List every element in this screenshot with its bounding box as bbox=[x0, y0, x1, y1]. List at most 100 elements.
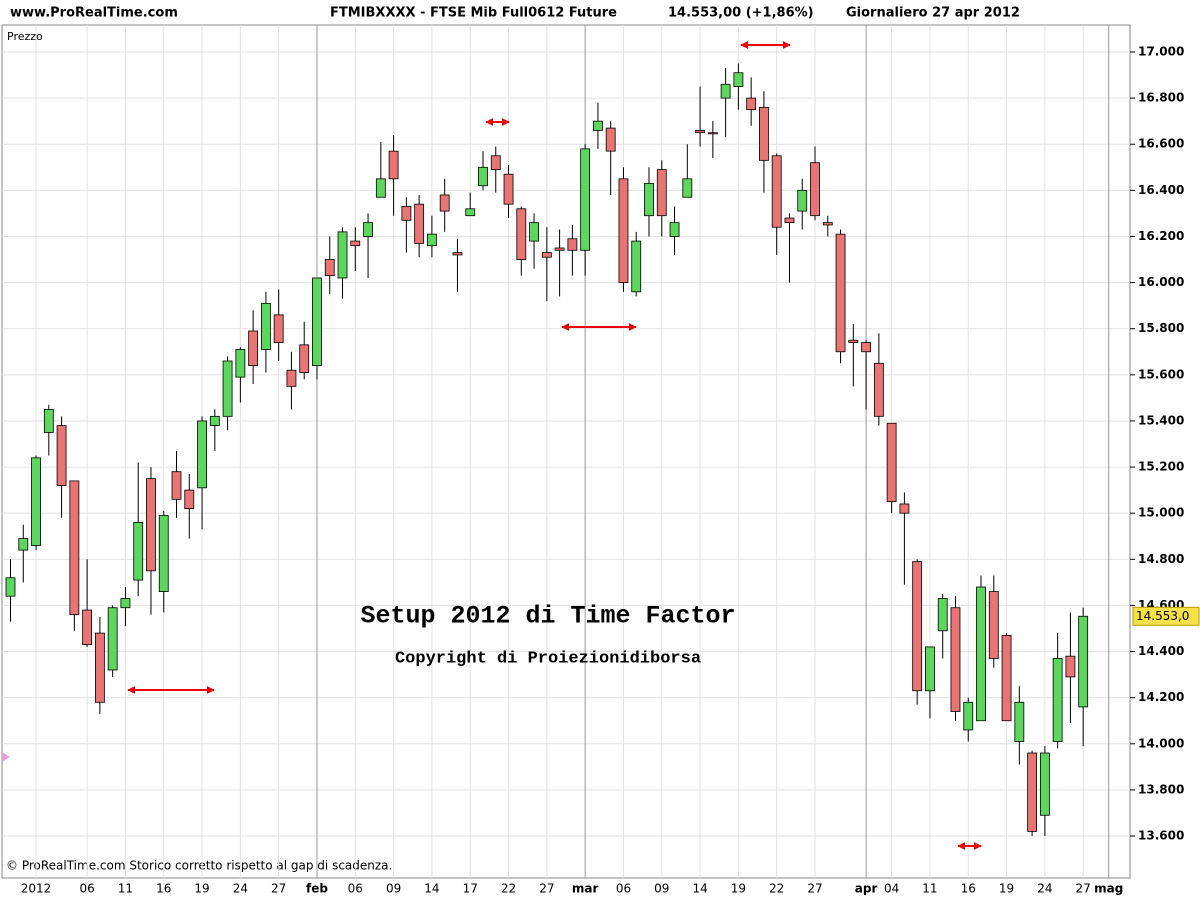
x-tick-label: 04 bbox=[884, 882, 899, 896]
last-price-label: 14.553,0 bbox=[1136, 609, 1189, 623]
candle-body bbox=[299, 344, 310, 373]
plot-area bbox=[1, 24, 1131, 879]
x-tick-label: 19 bbox=[194, 882, 209, 896]
x-tick-label: 16 bbox=[156, 882, 171, 896]
candle-body bbox=[695, 129, 705, 134]
x-tick-label: 06 bbox=[348, 882, 363, 896]
site-label: www.ProRealTime.com bbox=[10, 6, 178, 21]
candle-body bbox=[873, 362, 884, 417]
x-tick-label: 09 bbox=[386, 882, 401, 896]
last-price-box bbox=[1132, 606, 1200, 626]
x-tick-label: 27 bbox=[539, 882, 554, 896]
x-tick-label: 24 bbox=[233, 882, 248, 896]
candle-body bbox=[886, 422, 897, 503]
y-tick-label: 16.800 bbox=[1138, 91, 1184, 105]
x-tick-label: 27 bbox=[1076, 882, 1091, 896]
footer: © ProRealTime.com Storico corretto rispe… bbox=[6, 859, 392, 873]
candle-body bbox=[120, 598, 131, 609]
candle-body bbox=[976, 586, 986, 722]
candle-body bbox=[746, 97, 757, 111]
candle-body bbox=[490, 155, 501, 170]
y-tick-label: 13.600 bbox=[1138, 829, 1184, 843]
candle-body bbox=[618, 178, 629, 283]
candle-body bbox=[401, 206, 412, 221]
candle-body bbox=[184, 489, 195, 509]
candle-body bbox=[707, 132, 718, 135]
annotation-title: Setup 2012 di Time Factor bbox=[360, 602, 735, 631]
x-tick-label: 14 bbox=[692, 882, 707, 896]
candle-body bbox=[1052, 658, 1063, 742]
y-tick-label: 15.200 bbox=[1138, 460, 1184, 474]
candle-body bbox=[133, 522, 144, 581]
candle-body bbox=[810, 162, 820, 217]
candle-body bbox=[503, 173, 514, 205]
candle-body bbox=[861, 342, 871, 353]
x-tick-label: 17 bbox=[463, 882, 478, 896]
candle-body bbox=[337, 231, 348, 279]
candle-body bbox=[222, 360, 233, 417]
candle-body bbox=[720, 83, 731, 99]
candle-body bbox=[414, 203, 425, 244]
annotation-subtitle: Copyright di Proiezionidiborsa bbox=[395, 649, 701, 668]
y-tick-label: 13.800 bbox=[1138, 782, 1184, 796]
y-tick-label: 15.600 bbox=[1138, 367, 1184, 381]
y-tick-label: 15.400 bbox=[1138, 413, 1184, 427]
x-tick-label: 14 bbox=[424, 882, 439, 896]
candle-body bbox=[988, 591, 999, 659]
candle-body bbox=[554, 247, 565, 251]
y-tick-label: 16.200 bbox=[1138, 229, 1184, 243]
y-tick-label: 14.000 bbox=[1138, 736, 1184, 750]
x-tick-label: 22 bbox=[769, 882, 784, 896]
candle-body bbox=[350, 240, 361, 247]
candle-body bbox=[631, 240, 642, 293]
candle-body bbox=[567, 238, 578, 251]
x-tick-label: mag bbox=[1094, 882, 1123, 896]
candle-body bbox=[248, 330, 259, 367]
candle-body bbox=[439, 194, 450, 212]
candle-body bbox=[733, 72, 744, 87]
x-tick-label: mar bbox=[572, 882, 599, 896]
x-tick-label: feb bbox=[306, 882, 328, 896]
candle-body bbox=[324, 259, 335, 277]
candles bbox=[5, 63, 1089, 837]
candle-body bbox=[899, 503, 910, 514]
candle-body bbox=[197, 420, 207, 489]
x-tick-label: 2012 bbox=[21, 882, 52, 896]
x-tick-label: 16 bbox=[961, 882, 976, 896]
x-tick-label: 24 bbox=[1037, 882, 1052, 896]
candle-body bbox=[18, 538, 29, 551]
candle-body bbox=[69, 480, 80, 616]
candle-body bbox=[235, 349, 246, 378]
y-tick-label: 17.000 bbox=[1138, 44, 1184, 58]
y-tick-label: 16.600 bbox=[1138, 137, 1184, 151]
candle-body bbox=[209, 415, 220, 426]
candle-body bbox=[1065, 655, 1076, 678]
candle-body bbox=[950, 607, 961, 712]
candle-body bbox=[427, 233, 437, 247]
last-quote: 14.553,00 (+1,86%) bbox=[668, 6, 814, 21]
x-tick-label: 09 bbox=[654, 882, 669, 896]
candle-body bbox=[541, 252, 552, 258]
candle-body bbox=[158, 515, 169, 592]
candle-body bbox=[171, 471, 182, 500]
candle-body bbox=[31, 457, 41, 546]
y-tick-label: 15.800 bbox=[1138, 321, 1184, 335]
candle-body bbox=[784, 217, 795, 224]
candle-body bbox=[312, 277, 322, 367]
candle-body bbox=[107, 607, 118, 671]
candle-body bbox=[605, 127, 616, 152]
candle-body bbox=[375, 178, 386, 198]
candle-body bbox=[478, 166, 488, 187]
x-tick-label: 06 bbox=[79, 882, 94, 896]
candle-body bbox=[1039, 752, 1050, 816]
candle-body bbox=[925, 646, 935, 692]
candle-body bbox=[146, 478, 156, 572]
marker bbox=[2, 752, 10, 762]
candle-body bbox=[835, 233, 846, 353]
candle-body bbox=[593, 120, 603, 131]
candle-body bbox=[5, 577, 16, 597]
candle-body bbox=[1078, 615, 1089, 708]
candle-body bbox=[682, 178, 693, 198]
y-tick-label: 14.800 bbox=[1138, 552, 1184, 566]
